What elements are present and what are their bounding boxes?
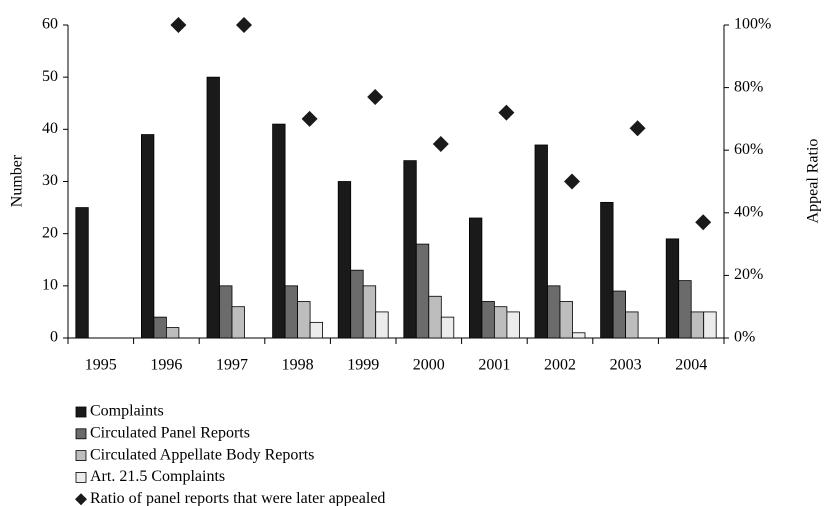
- y2-tick-label: 100%: [734, 16, 771, 33]
- y-tick-label: 0: [50, 329, 58, 346]
- diamond-marker: [236, 17, 252, 33]
- legend-label: Art. 21.5 Complaints: [90, 468, 225, 485]
- y-tick-label: 10: [42, 277, 58, 294]
- bar: [559, 301, 573, 339]
- x-tick-label: 1999: [347, 357, 379, 374]
- bar: [231, 306, 245, 339]
- bar: [665, 238, 680, 339]
- bar: [140, 134, 155, 339]
- bar: [337, 181, 352, 339]
- legend-label: Circulated Panel Reports: [90, 424, 250, 441]
- diamond-marker: [564, 173, 580, 190]
- bar: [625, 311, 639, 339]
- bar: [375, 311, 389, 339]
- x-tick-label: 2004: [675, 357, 707, 374]
- diamond-marker: [629, 120, 646, 137]
- legend-swatch: [75, 471, 87, 483]
- bar: [506, 311, 520, 339]
- diamond-marker: [498, 104, 515, 121]
- bar: [153, 316, 167, 339]
- legend-marker: [75, 493, 87, 506]
- bar: [350, 269, 364, 339]
- bar: [219, 285, 233, 339]
- bar: [403, 160, 417, 339]
- bar: [678, 280, 692, 339]
- bar: [547, 285, 561, 339]
- y2-tick-label: 20%: [734, 266, 763, 283]
- bar: [572, 332, 586, 339]
- bar: [468, 217, 483, 339]
- x-tick-label: 1998: [282, 357, 314, 374]
- bar: [165, 327, 180, 339]
- bar: [481, 301, 495, 339]
- x-tick-label: 1996: [150, 357, 182, 374]
- bar: [415, 243, 430, 339]
- bar: [612, 290, 626, 339]
- bar: [362, 285, 377, 339]
- bar: [534, 144, 548, 339]
- legend-label: Ratio of panel reports that were later a…: [90, 490, 385, 506]
- y-tick-label: 50: [42, 68, 58, 85]
- bar: [284, 285, 299, 339]
- legend-label: Circulated Appellate Body Reports: [90, 446, 314, 463]
- diamond-marker: [695, 214, 712, 231]
- bar: [75, 207, 89, 339]
- diamond-marker: [367, 88, 384, 105]
- y-tick-label: 40: [42, 120, 58, 137]
- bar: [493, 306, 508, 339]
- x-tick-label: 2000: [413, 357, 445, 374]
- legend-label: Complaints: [90, 403, 164, 420]
- bar: [206, 76, 220, 339]
- diamond-marker: [170, 17, 187, 33]
- y2-tick-label: 40%: [734, 203, 763, 220]
- bar: [428, 295, 442, 339]
- diamond-marker: [301, 110, 318, 127]
- legend-swatch: [75, 406, 87, 418]
- bar: [309, 321, 324, 339]
- bar: [600, 201, 614, 339]
- bar: [297, 301, 311, 339]
- x-tick-label: 2002: [544, 357, 576, 374]
- y2-axis-label: Appeal Ratio: [805, 139, 822, 224]
- y-tick-label: 20: [42, 224, 58, 241]
- legend-swatch: [75, 428, 87, 440]
- bar: [703, 311, 717, 339]
- y-axis-label: Number: [9, 154, 26, 207]
- x-tick-label: 1995: [85, 357, 117, 374]
- y2-tick-label: 80%: [734, 78, 763, 95]
- legend-swatch: [75, 450, 87, 462]
- y2-tick-label: 0%: [734, 329, 755, 346]
- diamond-marker: [432, 135, 449, 152]
- x-tick-label: 2001: [478, 357, 510, 374]
- x-tick-label: 2003: [610, 357, 642, 374]
- bar: [690, 311, 705, 339]
- bar: [272, 123, 286, 339]
- y-tick-label: 60: [42, 16, 58, 33]
- bar: [440, 316, 455, 339]
- x-tick-label: 1997: [216, 357, 248, 374]
- y-tick-label: 30: [42, 172, 58, 189]
- y2-tick-label: 60%: [734, 141, 763, 158]
